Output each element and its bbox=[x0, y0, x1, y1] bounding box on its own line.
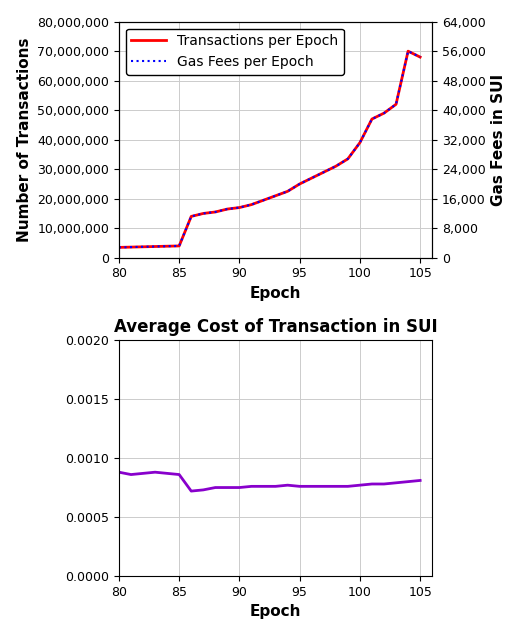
Gas Fees per Epoch bbox=[164, 242, 170, 250]
Gas Fees per Epoch bbox=[140, 243, 146, 251]
Transactions per Epoch bbox=[285, 188, 291, 195]
Transactions per Epoch bbox=[272, 192, 279, 200]
Transactions per Epoch bbox=[345, 155, 351, 163]
Transactions per Epoch bbox=[321, 169, 327, 176]
Transactions per Epoch bbox=[116, 244, 122, 251]
Transactions per Epoch bbox=[164, 242, 170, 250]
Gas Fees per Epoch bbox=[188, 212, 195, 220]
Transactions per Epoch bbox=[297, 180, 303, 188]
Gas Fees per Epoch bbox=[369, 115, 375, 123]
Gas Fees per Epoch bbox=[417, 53, 423, 61]
Gas Fees per Epoch bbox=[357, 139, 363, 146]
Gas Fees per Epoch bbox=[345, 155, 351, 163]
Transactions per Epoch bbox=[369, 115, 375, 123]
Gas Fees per Epoch bbox=[224, 205, 231, 213]
Title: Average Cost of Transaction in SUI: Average Cost of Transaction in SUI bbox=[113, 317, 437, 336]
X-axis label: Epoch: Epoch bbox=[250, 604, 301, 619]
X-axis label: Epoch: Epoch bbox=[250, 286, 301, 301]
Gas Fees per Epoch bbox=[309, 174, 315, 182]
Gas Fees per Epoch bbox=[393, 100, 399, 108]
Line: Gas Fees per Epoch: Gas Fees per Epoch bbox=[119, 51, 420, 247]
Gas Fees per Epoch bbox=[236, 204, 243, 211]
Y-axis label: Number of Transactions: Number of Transactions bbox=[17, 38, 32, 242]
Transactions per Epoch bbox=[224, 205, 231, 213]
Line: Transactions per Epoch: Transactions per Epoch bbox=[119, 51, 420, 247]
Transactions per Epoch bbox=[357, 139, 363, 146]
Gas Fees per Epoch bbox=[152, 243, 158, 251]
Transactions per Epoch bbox=[200, 210, 207, 218]
Transactions per Epoch bbox=[309, 174, 315, 182]
Gas Fees per Epoch bbox=[297, 180, 303, 188]
Gas Fees per Epoch bbox=[116, 244, 122, 251]
Gas Fees per Epoch bbox=[285, 188, 291, 195]
Gas Fees per Epoch bbox=[248, 201, 255, 209]
Legend: Transactions per Epoch, Gas Fees per Epoch: Transactions per Epoch, Gas Fees per Epo… bbox=[126, 29, 344, 74]
Transactions per Epoch bbox=[417, 53, 423, 61]
Transactions per Epoch bbox=[260, 197, 267, 204]
Transactions per Epoch bbox=[140, 243, 146, 251]
Gas Fees per Epoch bbox=[405, 47, 411, 55]
Gas Fees per Epoch bbox=[260, 197, 267, 204]
Transactions per Epoch bbox=[152, 243, 158, 251]
Gas Fees per Epoch bbox=[128, 244, 134, 251]
Gas Fees per Epoch bbox=[381, 109, 387, 117]
Transactions per Epoch bbox=[188, 212, 195, 220]
Transactions per Epoch bbox=[236, 204, 243, 211]
Gas Fees per Epoch bbox=[200, 210, 207, 218]
Transactions per Epoch bbox=[333, 162, 339, 170]
Transactions per Epoch bbox=[381, 109, 387, 117]
Transactions per Epoch bbox=[176, 242, 183, 250]
Transactions per Epoch bbox=[393, 100, 399, 108]
Transactions per Epoch bbox=[128, 244, 134, 251]
Transactions per Epoch bbox=[248, 201, 255, 209]
Transactions per Epoch bbox=[405, 47, 411, 55]
Gas Fees per Epoch bbox=[212, 208, 219, 216]
Gas Fees per Epoch bbox=[176, 242, 183, 250]
Y-axis label: Gas Fees in SUI: Gas Fees in SUI bbox=[491, 74, 506, 206]
Gas Fees per Epoch bbox=[321, 169, 327, 176]
Gas Fees per Epoch bbox=[272, 192, 279, 200]
Gas Fees per Epoch bbox=[333, 162, 339, 170]
Transactions per Epoch bbox=[212, 208, 219, 216]
